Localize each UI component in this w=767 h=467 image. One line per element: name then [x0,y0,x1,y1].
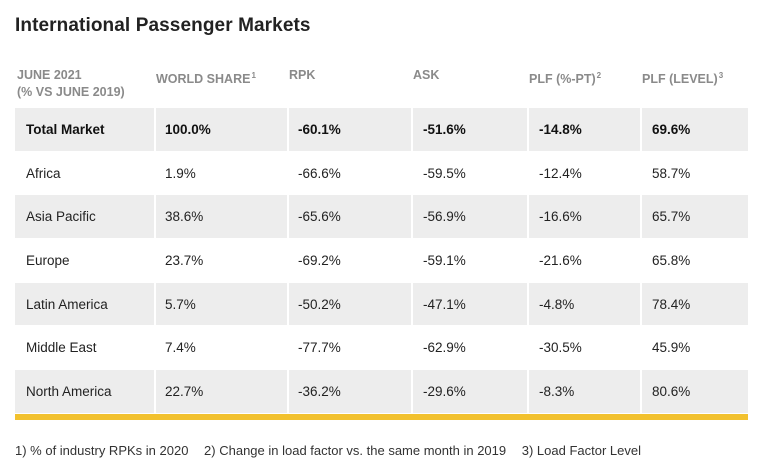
cell-ask: -56.9% [413,195,529,239]
cell-rpk: -36.2% [289,370,413,413]
cell-ask: -59.5% [413,151,529,195]
table-row: Africa 1.9% -66.6% -59.5% -12.4% 58.7% [15,151,748,196]
cell-world-share: 5.7% [156,282,289,326]
cell-ask: -59.1% [413,239,529,282]
cell-world-share: 7.4% [156,326,289,370]
header-ask: ASK [413,68,440,82]
header-plf-pt: PLF (%-PT)2 [529,62,642,108]
footnote-2: 2) Change in load factor vs. the same mo… [204,443,507,458]
cell-world-share: 1.9% [156,151,289,195]
cell-rpk: -69.2% [289,239,413,282]
header-world-share: WORLD SHARE1 [156,62,289,108]
cell-plf-pt: -12.4% [529,151,642,195]
cell-plf-pt: -30.5% [529,326,642,370]
cell-plf-pt: -21.6% [529,239,642,282]
passenger-markets-table: JUNE 2021 (% VS JUNE 2019) WORLD SHARE1 … [15,62,748,414]
cell-plf-pt: -16.6% [529,195,642,239]
table-row: Asia Pacific 38.6% -65.6% -56.9% -16.6% … [15,195,748,240]
header-world-share-label: WORLD SHARE [156,72,251,86]
accent-divider [15,414,748,420]
cell-plf-level: 65.7% [652,209,691,225]
header-plf-pt-note: 2 [596,71,602,80]
footnote-1: 1) % of industry RPKs in 2020 [15,443,189,458]
cell-ask: -51.6% [413,108,529,151]
table-row: North America 22.7% -36.2% -29.6% -8.3% … [15,370,748,414]
cell-plf-level: 69.6% [652,121,691,137]
header-plf-level-note: 3 [718,71,724,80]
cell-ask: -62.9% [413,326,529,370]
cell-world-share: 100.0% [156,108,289,151]
cell-rpk: -77.7% [289,326,413,370]
cell-ask: -47.1% [413,282,529,326]
header-rpk: RPK [289,68,316,82]
cell-ask: -29.6% [413,370,529,413]
header-market: JUNE 2021 (% VS JUNE 2019) [15,62,156,108]
cell-plf-level: 78.4% [652,296,691,312]
cell-market: North America [15,370,156,413]
cell-rpk: -66.6% [289,151,413,195]
header-market-line1: JUNE 2021 [17,68,82,82]
header-market-line2: (% VS JUNE 2019) [17,85,125,99]
table-row: Middle East 7.4% -77.7% -62.9% -30.5% 45… [15,326,748,371]
cell-market: Total Market [15,108,156,151]
table-row-total: Total Market 100.0% -60.1% -51.6% -14.8%… [15,108,748,152]
cell-world-share: 22.7% [156,370,289,413]
cell-plf-pt: -14.8% [529,108,642,151]
cell-rpk: -65.6% [289,195,413,239]
cell-plf-level: 80.6% [652,383,691,399]
cell-rpk: -50.2% [289,282,413,326]
table-row: Europe 23.7% -69.2% -59.1% -21.6% 65.8% [15,239,748,283]
table-row: Latin America 5.7% -50.2% -47.1% -4.8% 7… [15,282,748,327]
cell-rpk: -60.1% [289,108,413,151]
cell-plf-level: 45.9% [652,340,691,356]
cell-market: Asia Pacific [15,195,156,239]
header-plf-pt-label: PLF (%-PT) [529,72,596,86]
cell-plf-level: 65.8% [652,252,691,268]
cell-world-share: 38.6% [156,195,289,239]
cell-market: Latin America [15,282,156,326]
footnote-3: 3) Load Factor Level [521,443,641,458]
cell-market: Africa [15,151,156,195]
cell-plf-pt: -4.8% [529,282,642,326]
cell-plf-pt: -8.3% [529,370,642,413]
footnotes: 1) % of industry RPKs in 2020 2) Change … [15,443,653,458]
header-world-share-note: 1 [251,71,256,80]
table-header-row: JUNE 2021 (% VS JUNE 2019) WORLD SHARE1 … [15,62,748,108]
cell-market: Middle East [15,326,156,370]
page-title: International Passenger Markets [15,15,311,36]
header-plf-level: PLF (LEVEL)3 [642,62,748,108]
cell-plf-level: 58.7% [652,165,691,181]
cell-world-share: 23.7% [156,239,289,282]
header-plf-level-label: PLF (LEVEL) [642,72,718,86]
cell-market: Europe [15,239,156,282]
